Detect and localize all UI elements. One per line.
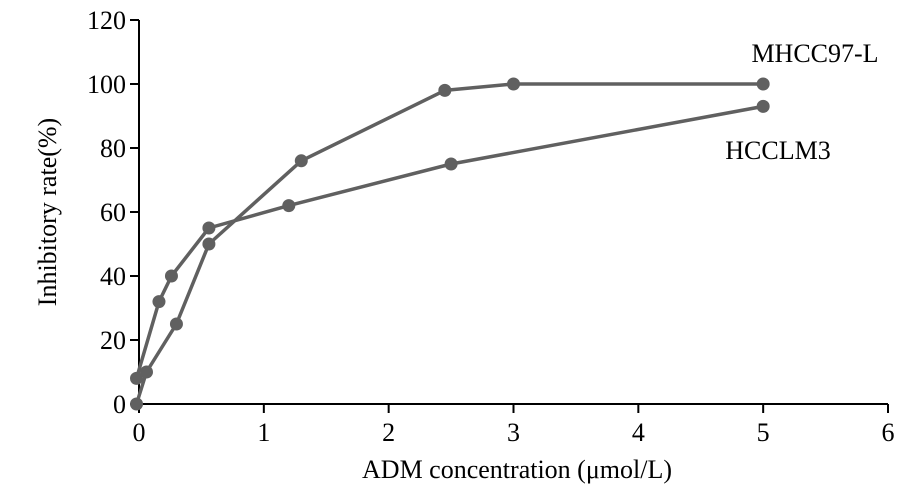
- data-point: [444, 157, 458, 171]
- y-tick-label: 60: [100, 198, 126, 227]
- y-tick-label: 100: [87, 70, 126, 99]
- data-point: [164, 269, 178, 283]
- series-hcclm3: [130, 99, 770, 385]
- data-point: [756, 99, 770, 113]
- y-tick-label: 20: [100, 326, 126, 355]
- data-point: [130, 397, 144, 411]
- x-tick-label: 3: [507, 418, 520, 447]
- y-tick-label: 40: [100, 262, 126, 291]
- series-label-mhcc97-l: MHCC97-L: [751, 39, 878, 68]
- y-tick-label: 0: [113, 390, 126, 419]
- y-tick-label: 120: [87, 6, 126, 35]
- series-label-hcclm3: HCCLM3: [725, 136, 830, 165]
- data-point: [507, 77, 520, 91]
- data-point: [294, 154, 308, 168]
- x-tick-label: 4: [632, 418, 645, 447]
- data-point: [152, 295, 166, 309]
- x-axis-title: ADM concentration (μmol/L): [362, 455, 672, 484]
- series-mhcc97-l: [130, 77, 770, 411]
- data-point: [169, 317, 183, 331]
- data-point: [282, 199, 296, 213]
- ticks: 0 20 40 60 80 100 120 0 1 2 3 4 5 6: [87, 6, 895, 447]
- data-point: [202, 237, 216, 251]
- series-layer: [130, 77, 770, 411]
- y-axis-title: Inhibitory rate(%): [33, 118, 62, 306]
- y-tick-label: 80: [100, 134, 126, 163]
- data-point: [130, 371, 144, 385]
- data-point: [202, 221, 216, 235]
- data-point: [756, 77, 770, 91]
- data-point: [438, 83, 452, 97]
- x-tick-label: 1: [257, 418, 270, 447]
- data-point: [139, 365, 153, 379]
- x-tick-label: 2: [382, 418, 395, 447]
- series-line: [134, 104, 765, 381]
- series-line: [134, 82, 765, 406]
- x-tick-label: 5: [757, 418, 770, 447]
- x-tick-label: 0: [133, 418, 146, 447]
- x-tick-label: 6: [882, 418, 895, 447]
